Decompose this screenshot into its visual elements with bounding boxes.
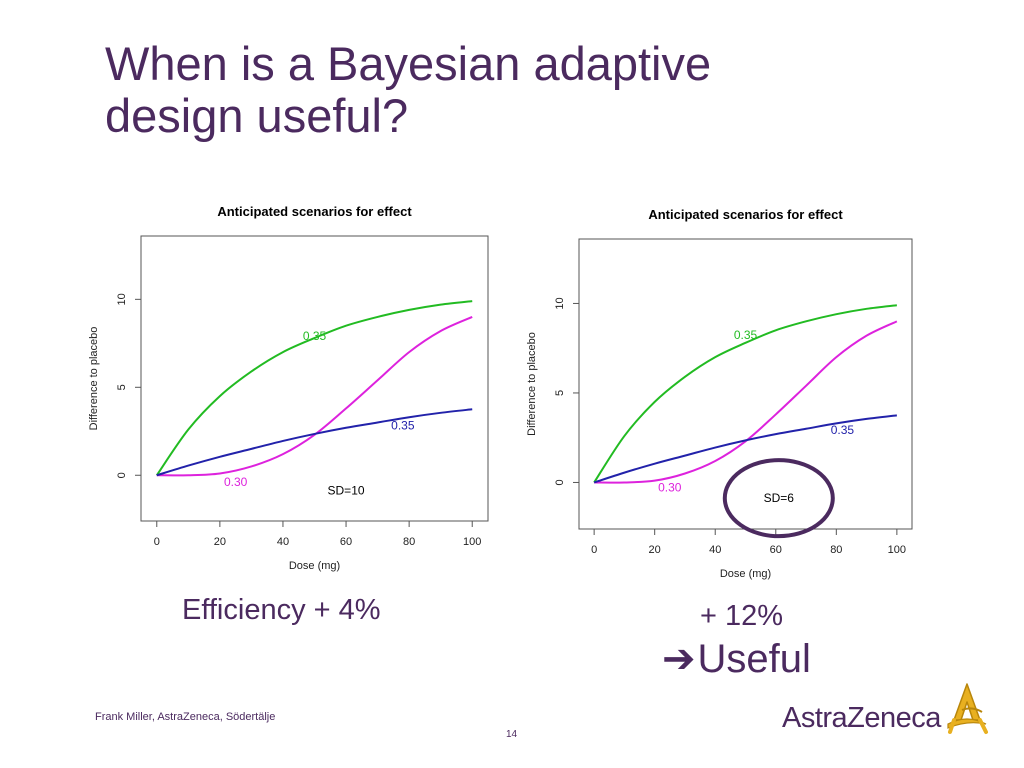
y-tick-label: 0 — [554, 479, 566, 485]
highlight-circle — [722, 458, 835, 539]
plot-frame — [140, 235, 489, 522]
x-tick-label: 40 — [709, 544, 721, 556]
astrazeneca-logo-icon — [947, 683, 988, 734]
series-line-3 — [593, 414, 897, 484]
efficiency-left-label: Efficiency + 4% — [182, 594, 381, 626]
x-tick-label: 60 — [770, 544, 782, 556]
x-tick-label: 20 — [214, 536, 226, 548]
y-tick-label: 5 — [554, 390, 566, 396]
verdict: ➔ Useful — [662, 636, 811, 682]
annotation-label: 0.30 — [658, 480, 682, 494]
annotation-label: SD=6 — [764, 491, 795, 505]
verdict-label: Useful — [697, 636, 811, 681]
x-tick-label: 60 — [340, 536, 352, 548]
logo-text: AstraZeneca — [782, 702, 941, 734]
x-tick-label: 40 — [277, 536, 289, 548]
y-tick-label: 10 — [554, 297, 566, 309]
x-axis-label: Dose (mg) — [289, 560, 340, 572]
y-axis-label: Difference to placebo — [88, 327, 100, 431]
slide-title: When is a Bayesian adaptive design usefu… — [105, 38, 905, 142]
page-number: 14 — [506, 729, 518, 740]
x-tick-label: 80 — [403, 536, 415, 548]
y-axis-label: Difference to placebo — [526, 332, 538, 436]
arrow-right-icon: ➔ — [662, 637, 696, 681]
plot-frame — [578, 238, 913, 530]
x-tick-label: 80 — [830, 544, 842, 556]
x-axis-label: Dose (mg) — [720, 568, 771, 580]
annotation-label: SD=10 — [328, 484, 365, 498]
chart-svg: Anticipated scenarios for effect 0 20 40 60 8… — [88, 204, 489, 572]
annotation-label: 0.35 — [831, 423, 855, 437]
footer-credit: Frank Miller, AstraZeneca, Södertälje — [95, 711, 276, 723]
astrazeneca-logo: AstraZeneca — [782, 680, 992, 740]
x-tick-label: 20 — [649, 544, 661, 556]
slide-title-line2: design useful? — [105, 89, 409, 142]
x-tick-label: 0 — [591, 544, 597, 556]
chart-svg: Anticipated scenarios for effect 0 20 40 60 8… — [526, 207, 913, 580]
chart-title: Anticipated scenarios for effect — [217, 204, 412, 219]
series-line-2 — [594, 320, 898, 484]
chart-right: Anticipated scenarios for effect 0 20 40 60 8… — [518, 195, 928, 595]
annotation-label: 0.35 — [391, 419, 415, 433]
series-line-1 — [593, 304, 897, 484]
annotation-label: 0.30 — [224, 475, 248, 489]
x-tick-label: 100 — [463, 536, 481, 548]
y-tick-label: 0 — [116, 472, 128, 478]
series-line-3 — [156, 408, 473, 477]
slide-title-line1: When is a Bayesian adaptive — [105, 37, 712, 90]
x-tick-label: 0 — [154, 536, 160, 548]
y-tick-label: 5 — [116, 384, 128, 390]
chart-title: Anticipated scenarios for effect — [648, 207, 843, 222]
efficiency-right-label: + 12% — [700, 600, 784, 632]
y-tick-label: 10 — [116, 293, 128, 305]
chart-left: Anticipated scenarios for effect 0 20 40 60 8… — [80, 190, 500, 590]
annotation-label: 0.35 — [734, 328, 758, 342]
series-line-1 — [155, 300, 473, 476]
annotation-label: 0.35 — [303, 329, 327, 343]
x-tick-label: 100 — [888, 544, 906, 556]
